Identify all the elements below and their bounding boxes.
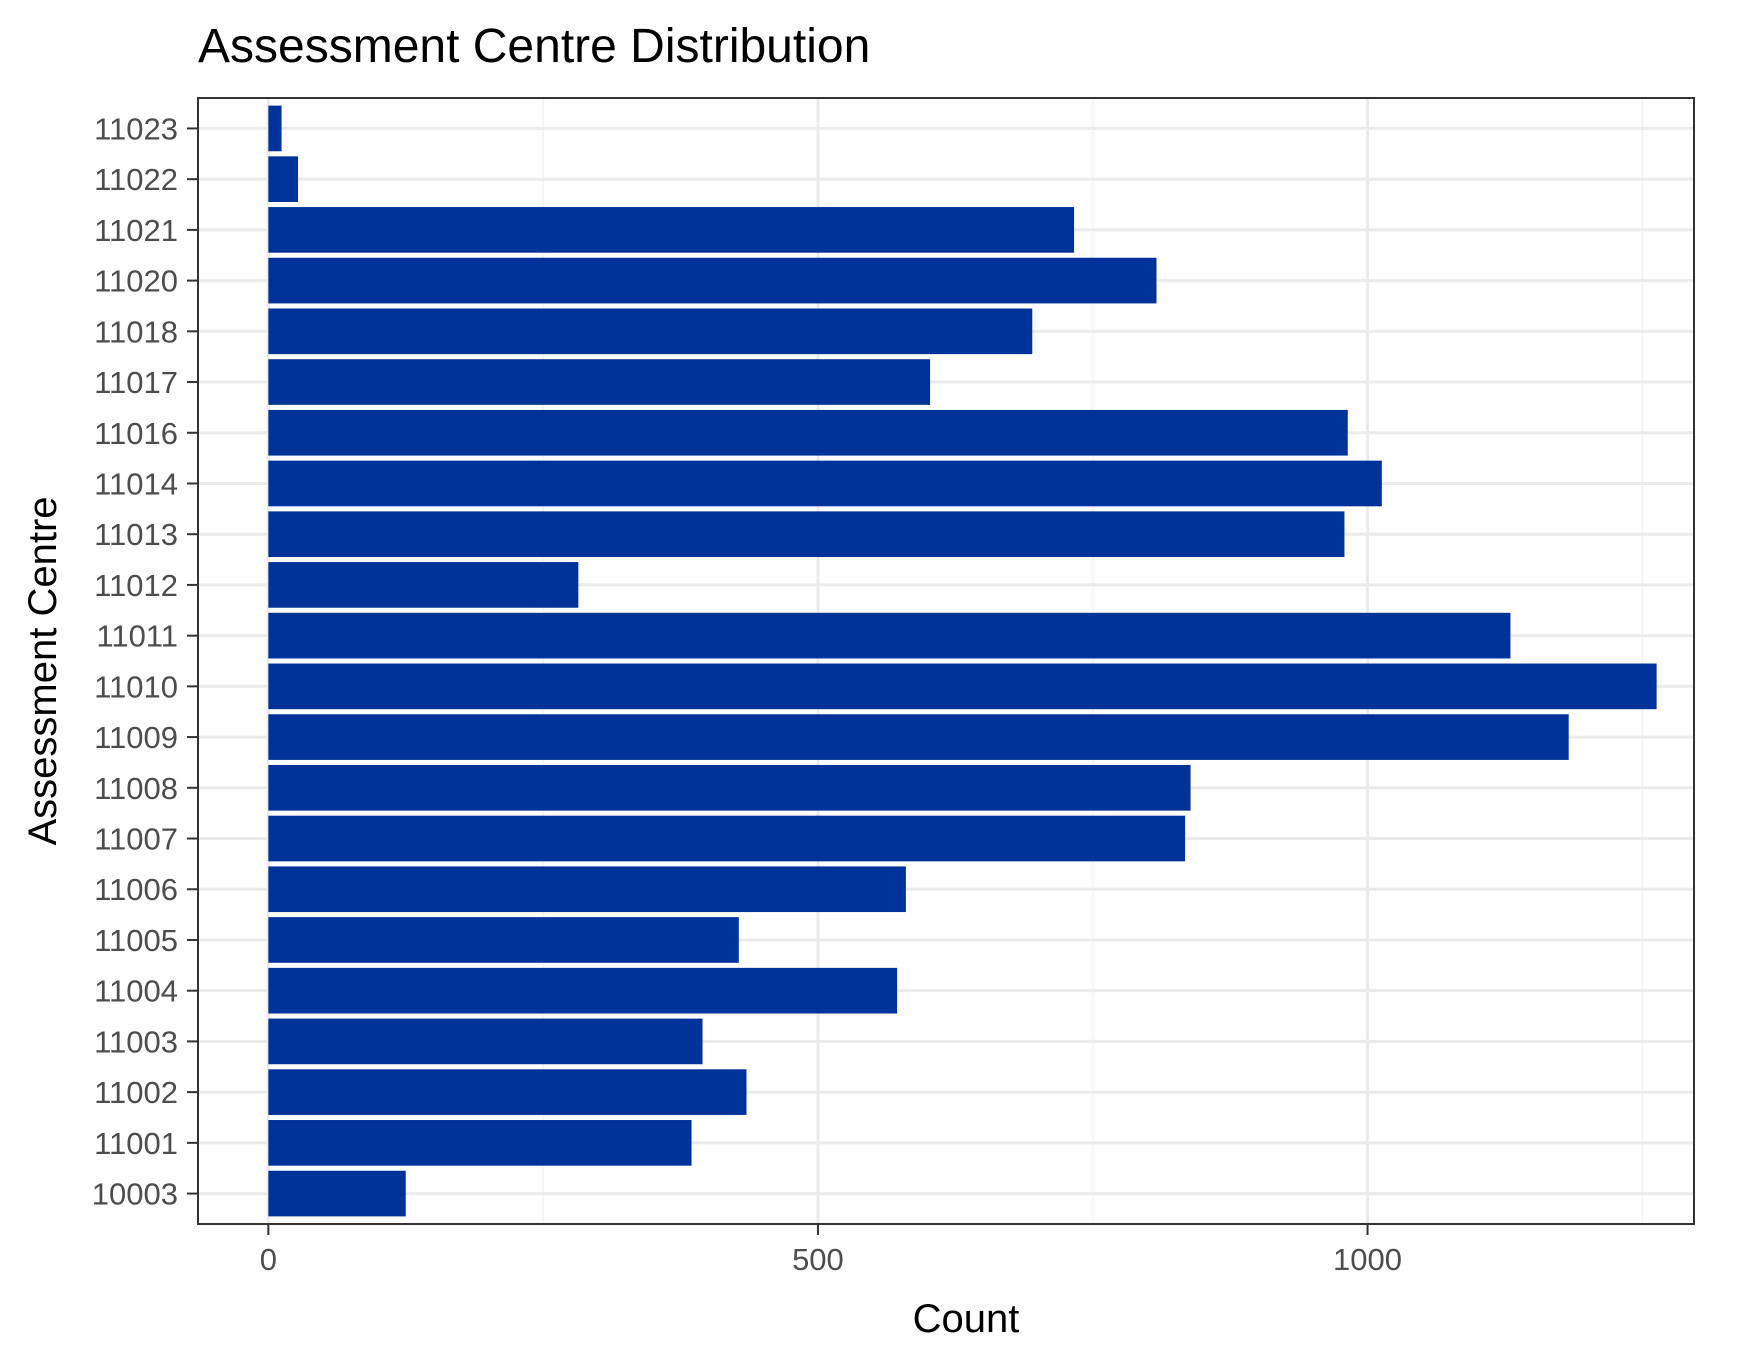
y-tick-label: 11021	[94, 213, 178, 248]
bar-11002	[268, 1069, 747, 1115]
y-tick-label: 11010	[94, 669, 178, 704]
bar-11018	[268, 308, 1033, 355]
bar-11007	[268, 815, 1186, 862]
chart-title: Assessment Centre Distribution	[198, 20, 870, 73]
bar-11004	[268, 967, 898, 1014]
bars	[268, 105, 1657, 1217]
y-tick-label: 11009	[94, 720, 178, 755]
y-tick-label: 11017	[94, 365, 178, 400]
y-tick-label: 11006	[94, 872, 178, 907]
y-tick-label: 11014	[94, 466, 178, 501]
bar-11009	[268, 714, 1569, 760]
bar-11017	[268, 359, 931, 405]
bar-11013	[268, 511, 1345, 558]
y-tick-label: 11007	[94, 822, 178, 857]
y-tick-label: 11016	[94, 416, 178, 451]
panel-border	[197, 97, 1695, 1225]
y-axis-title: Assessment Centre	[21, 496, 65, 845]
y-tick-label: 11008	[94, 771, 178, 806]
bar-11023	[268, 105, 282, 152]
bar-11022	[268, 156, 299, 202]
bar-11001	[268, 1120, 692, 1166]
y-tick-label: 11023	[94, 111, 178, 146]
y-tick-label: 11013	[94, 517, 178, 552]
x-axis-title: Count	[913, 1297, 1020, 1341]
y-tick-label: 11004	[94, 974, 178, 1009]
bar-11010	[268, 663, 1657, 710]
y-tick-label: 10003	[92, 1177, 178, 1212]
y-tick-label: 11020	[94, 264, 178, 299]
bar-11003	[268, 1018, 703, 1065]
bar-11014	[268, 460, 1382, 507]
y-tick-label: 11012	[94, 568, 178, 603]
bar-11020	[268, 257, 1157, 304]
bar-11005	[268, 917, 739, 963]
bar-10003	[268, 1170, 406, 1217]
y-tick-label: 11003	[94, 1024, 178, 1059]
y-tick-label: 11005	[94, 923, 178, 958]
bar-11012	[268, 562, 579, 608]
bar-11006	[268, 866, 906, 913]
y-tick-label: 11001	[94, 1126, 178, 1161]
bar-11011	[268, 612, 1511, 659]
x-tick-label: 500	[792, 1242, 844, 1277]
bar-11021	[268, 207, 1075, 253]
x-tick-label: 0	[260, 1242, 277, 1277]
y-tick-label: 11022	[94, 162, 178, 197]
bar-11008	[268, 764, 1191, 811]
axes: 10003 11001 11002 11003 11004 11005 11006 11007…	[92, 97, 1695, 1277]
y-tick-label: 11002	[94, 1075, 178, 1110]
y-tick-label: 11018	[94, 314, 178, 349]
bar-11016	[268, 409, 1348, 456]
x-tick-label: 1000	[1333, 1242, 1402, 1277]
y-tick-label: 11011	[96, 619, 178, 654]
